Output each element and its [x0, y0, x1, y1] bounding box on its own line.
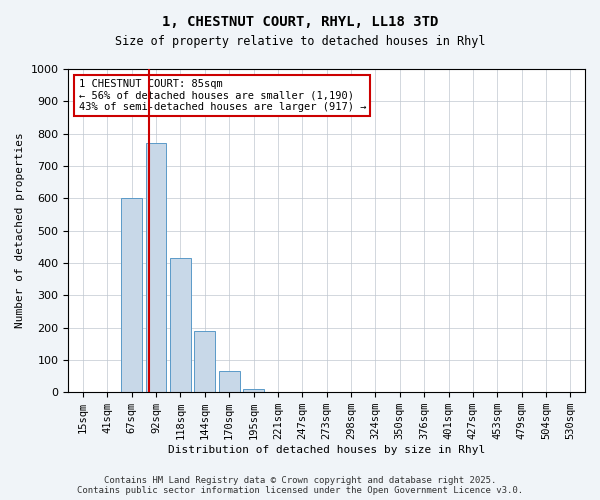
Text: 1, CHESTNUT COURT, RHYL, LL18 3TD: 1, CHESTNUT COURT, RHYL, LL18 3TD: [162, 15, 438, 29]
Bar: [121, 198, 142, 392]
Bar: [243, 389, 264, 392]
X-axis label: Distribution of detached houses by size in Rhyl: Distribution of detached houses by size …: [168, 445, 485, 455]
Text: Size of property relative to detached houses in Rhyl: Size of property relative to detached ho…: [115, 35, 485, 48]
Bar: [146, 144, 166, 392]
Bar: [219, 371, 239, 392]
Text: Contains HM Land Registry data © Crown copyright and database right 2025.
Contai: Contains HM Land Registry data © Crown c…: [77, 476, 523, 495]
Y-axis label: Number of detached properties: Number of detached properties: [15, 132, 25, 328]
Bar: [170, 258, 191, 392]
Bar: [194, 331, 215, 392]
Text: 1 CHESTNUT COURT: 85sqm
← 56% of detached houses are smaller (1,190)
43% of semi: 1 CHESTNUT COURT: 85sqm ← 56% of detache…: [79, 78, 366, 112]
